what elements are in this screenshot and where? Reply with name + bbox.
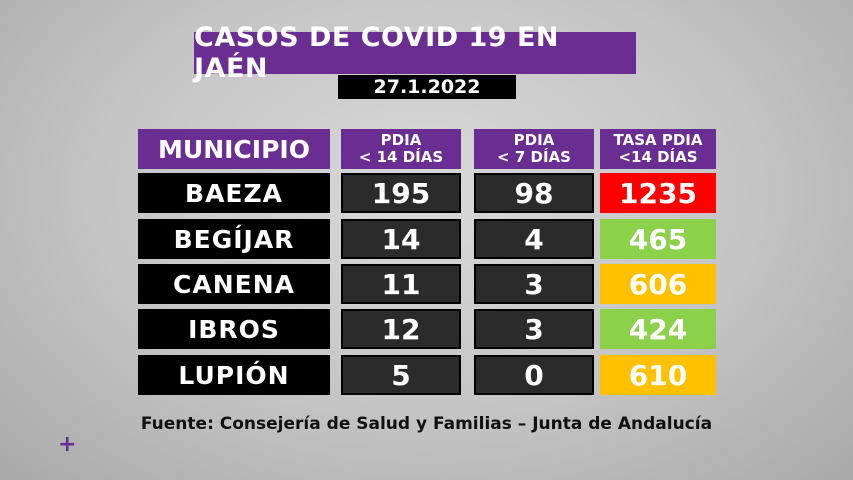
- header-pdia-14: PDIA < 14 DÍAS: [341, 129, 461, 169]
- row-pdia-14: 5: [341, 355, 461, 395]
- row-tasa: 606: [600, 264, 716, 304]
- row-pdia-7: 0: [474, 355, 594, 395]
- row-tasa: 610: [600, 355, 716, 395]
- row-pdia-7: 3: [474, 309, 594, 349]
- header-pdia-14-line1: PDIA: [380, 131, 422, 149]
- row-municipio: BEGÍJAR: [138, 219, 330, 259]
- plus-icon: +: [58, 432, 77, 457]
- header-municipio: MUNICIPIO: [138, 129, 330, 169]
- header-pdia-14-line2: < 14 DÍAS: [358, 148, 444, 166]
- row-pdia-14: 11: [341, 264, 461, 304]
- row-tasa: 424: [600, 309, 716, 349]
- row-municipio: BAEZA: [138, 173, 330, 213]
- header-tasa-line1: TASA PDIA: [613, 131, 703, 149]
- source-note: Fuente: Consejería de Salud y Familias –…: [140, 414, 713, 434]
- row-municipio: CANENA: [138, 264, 330, 304]
- row-pdia-7: 98: [474, 173, 594, 213]
- date-label: 27.1.2022: [338, 75, 516, 99]
- header-tasa-line2: <14 DÍAS: [618, 148, 698, 166]
- header-pdia-7: PDIA < 7 DÍAS: [474, 129, 594, 169]
- row-tasa: 465: [600, 219, 716, 259]
- row-pdia-7: 4: [474, 219, 594, 259]
- row-pdia-14: 14: [341, 219, 461, 259]
- row-municipio: LUPIÓN: [138, 355, 330, 395]
- row-tasa: 1235: [600, 173, 716, 213]
- header-tasa: TASA PDIA <14 DÍAS: [600, 129, 716, 169]
- header-pdia-7-line2: < 7 DÍAS: [497, 148, 571, 166]
- row-pdia-14: 12: [341, 309, 461, 349]
- row-pdia-7: 3: [474, 264, 594, 304]
- row-municipio: IBROS: [138, 309, 330, 349]
- page-title: CASOS DE COVID 19 EN JAÉN: [194, 22, 636, 84]
- header-pdia-7-line1: PDIA: [513, 131, 555, 149]
- row-pdia-14: 195: [341, 173, 461, 213]
